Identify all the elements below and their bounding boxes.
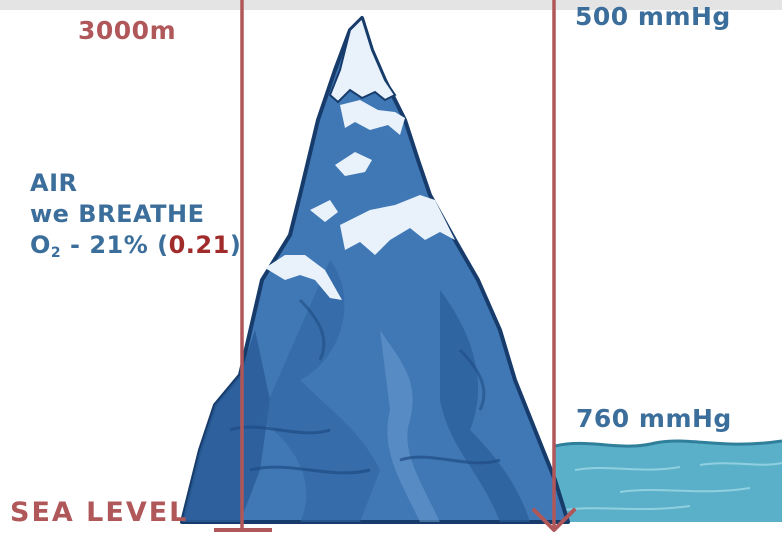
- top-bar: [0, 0, 782, 10]
- oxygen-close-paren: ): [229, 231, 242, 259]
- air-info: AIR we BREATHE O2 - 21% (0.21): [30, 168, 241, 269]
- oxygen-symbol: O: [30, 231, 51, 259]
- altitude-label: 3000m: [78, 16, 177, 45]
- sea-water: [554, 439, 782, 522]
- right-vertical-arrow: [532, 0, 576, 532]
- pressure-top-label: 500 mmHg: [575, 2, 731, 31]
- air-line: AIR: [30, 169, 78, 197]
- oxygen-fraction-line: O2 - 21% (0.21): [30, 230, 241, 269]
- oxygen-percent: - 21% (: [61, 231, 169, 259]
- sea-level-label: SEA LEVEL: [10, 497, 189, 528]
- oxygen-fraction-value: 0.21: [168, 231, 230, 259]
- pressure-sea-label: 760 mmHg: [576, 404, 732, 433]
- left-vertical-line: [214, 0, 272, 532]
- breathe-line: we BREATHE: [30, 200, 205, 228]
- mountain: [180, 16, 570, 524]
- snow-cap: [265, 16, 455, 300]
- oxygen-subscript: 2: [50, 245, 62, 261]
